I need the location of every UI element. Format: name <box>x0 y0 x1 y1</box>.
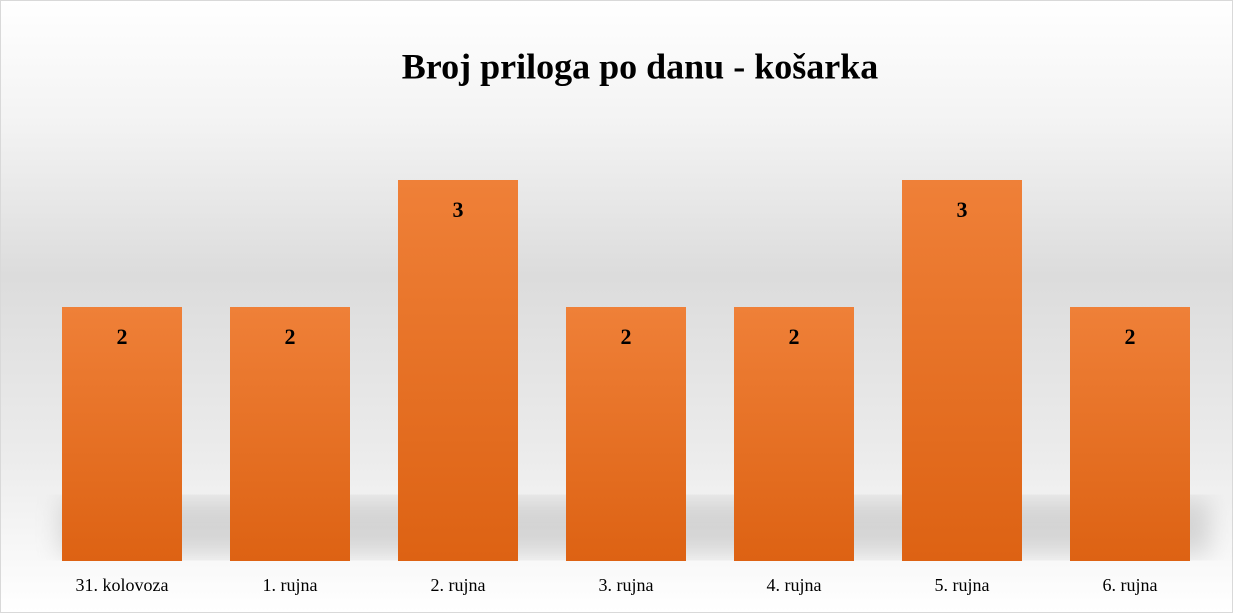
data-label: 3 <box>957 197 968 222</box>
bar <box>902 180 1022 561</box>
bar <box>230 307 350 561</box>
x-tick-label: 31. kolovoza <box>76 575 169 595</box>
chart-title: Broj priloga po danu - košarka <box>402 46 878 86</box>
bar <box>734 307 854 561</box>
bar <box>566 307 686 561</box>
x-tick-label: 1. rujna <box>263 575 318 595</box>
data-label: 2 <box>1125 324 1136 349</box>
x-tick-label: 5. rujna <box>935 575 990 595</box>
data-label: 2 <box>285 324 296 349</box>
x-tick-label: 3. rujna <box>599 575 654 595</box>
bar <box>62 307 182 561</box>
data-label: 2 <box>117 324 128 349</box>
data-label: 3 <box>453 197 464 222</box>
x-tick-label: 2. rujna <box>431 575 486 595</box>
data-label: 2 <box>789 324 800 349</box>
x-tick-label: 4. rujna <box>767 575 822 595</box>
bar <box>1070 307 1190 561</box>
x-tick-label: 6. rujna <box>1103 575 1158 595</box>
bar <box>398 180 518 561</box>
data-label: 2 <box>621 324 632 349</box>
